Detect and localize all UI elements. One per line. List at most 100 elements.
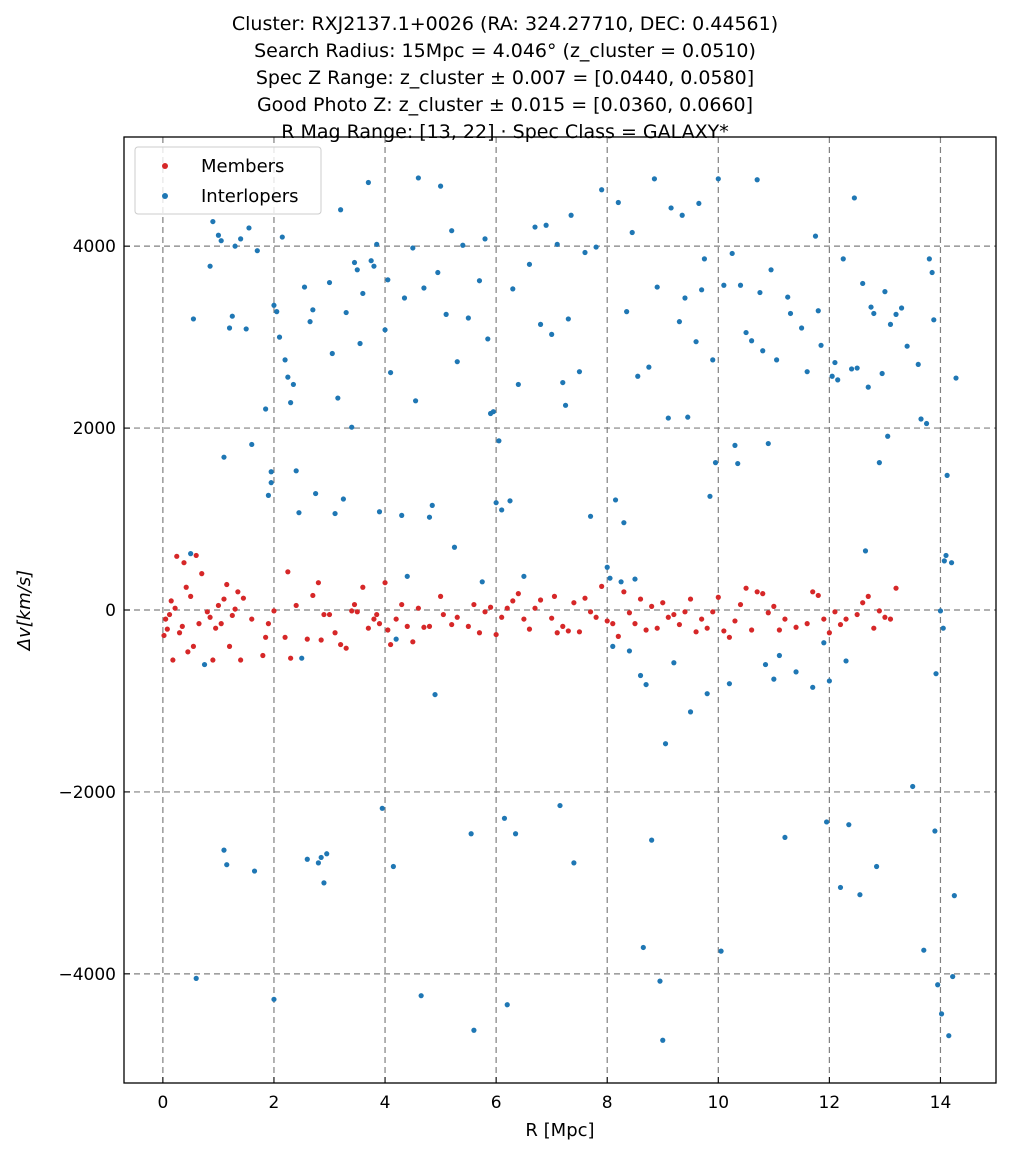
- interlopers-point: [679, 212, 685, 218]
- interlopers-point: [210, 218, 216, 225]
- interlopers-point: [365, 179, 371, 186]
- interlopers-point: [226, 325, 233, 331]
- members-point: [815, 592, 821, 599]
- interlopers-point: [904, 343, 910, 349]
- members-point: [210, 657, 216, 663]
- title-line-1: Cluster: RXJ2137.1+0026 (RA: 324.27710, …: [232, 13, 778, 35]
- members-point: [821, 616, 827, 622]
- interlopers-point: [624, 309, 630, 315]
- members-point: [421, 624, 427, 630]
- interlopers-point: [776, 652, 782, 659]
- x-tick-label: 14: [930, 1093, 952, 1113]
- members-point: [224, 581, 230, 588]
- interlopers-point: [712, 460, 719, 466]
- interlopers-point: [910, 783, 916, 790]
- interlopers-point: [823, 819, 830, 825]
- interlopers-point: [451, 544, 458, 550]
- interlopers-point: [246, 225, 252, 231]
- interlopers-point: [432, 691, 438, 698]
- members-point: [871, 625, 877, 631]
- interlopers-point: [953, 375, 959, 381]
- members-point: [504, 605, 510, 611]
- members-point: [515, 591, 521, 597]
- interlopers-point: [732, 442, 738, 448]
- interlopers-point: [435, 269, 441, 276]
- members-point: [215, 602, 222, 609]
- interlopers-point: [649, 837, 655, 843]
- title-line-3: Spec Z Range: z_cluster ± 0.007 = [0.044…: [256, 67, 754, 89]
- interlopers-point: [313, 490, 319, 497]
- interlopers-point: [646, 364, 652, 370]
- interlopers-point: [687, 709, 694, 715]
- interlopers-point: [471, 1027, 477, 1033]
- interlopers-point: [282, 357, 288, 363]
- members-point: [860, 600, 866, 606]
- members-point: [185, 649, 191, 655]
- interlopers-point: [290, 381, 297, 388]
- interlopers-point: [315, 860, 321, 866]
- interlopers-point: [701, 256, 708, 262]
- interlopers-point: [721, 282, 727, 288]
- interlopers-point: [390, 863, 396, 870]
- members-point: [682, 609, 688, 615]
- interlopers-point: [301, 284, 308, 290]
- title-line-2: Search Radius: 15Mpc = 4.046° (z_cluster…: [254, 40, 756, 62]
- members-point: [304, 636, 310, 642]
- members-point: [726, 634, 733, 640]
- interlopers-point: [726, 681, 733, 687]
- members-point: [654, 625, 660, 631]
- x-tick-label: 2: [269, 1093, 280, 1113]
- interlopers-point: [846, 822, 852, 828]
- members-point: [715, 594, 721, 600]
- interlopers-point: [632, 576, 638, 582]
- members-point: [510, 598, 516, 604]
- interlopers-point: [710, 357, 716, 363]
- interlopers-point: [637, 672, 644, 679]
- members-point: [771, 603, 777, 609]
- members-point: [240, 595, 247, 601]
- grid: [124, 137, 996, 1083]
- x-axis-label: R [Mpc]: [525, 1120, 594, 1141]
- interlopers-point: [676, 319, 683, 325]
- interlopers-point: [357, 340, 363, 347]
- interlopers-point: [285, 374, 291, 380]
- y-tick-label: 0: [105, 601, 116, 621]
- members-point: [593, 614, 599, 620]
- members-point: [440, 611, 446, 618]
- members-point: [810, 589, 816, 595]
- interlopers-point: [568, 212, 574, 218]
- members-point: [170, 657, 176, 663]
- members-point: [665, 614, 671, 620]
- interlopers-point: [512, 831, 519, 837]
- members-point: [454, 614, 460, 620]
- interlopers-point: [837, 884, 844, 891]
- members-point: [587, 609, 594, 615]
- interlopers-point: [543, 222, 549, 228]
- members-point: [471, 601, 477, 608]
- interlopers-point: [265, 492, 272, 498]
- members-point: [310, 592, 316, 599]
- interlopers-point: [635, 373, 641, 379]
- interlopers-point: [868, 304, 874, 310]
- interlopers-point: [857, 892, 863, 898]
- members-point: [199, 571, 205, 577]
- interlopers-point: [876, 460, 882, 466]
- interlopers-point: [410, 245, 416, 251]
- members-point: [599, 583, 605, 589]
- members-point: [166, 611, 173, 618]
- interlopers-point: [657, 978, 663, 984]
- members-point: [271, 608, 277, 614]
- interlopers-point: [757, 289, 763, 296]
- members-point: [204, 609, 210, 615]
- interlopers-point: [593, 244, 599, 250]
- members-point: [213, 625, 219, 631]
- members-point: [637, 596, 644, 602]
- interlopers-point: [340, 496, 346, 502]
- interlopers-point: [268, 469, 274, 475]
- interlopers-point: [865, 384, 871, 390]
- members-point: [493, 631, 499, 638]
- members-point: [226, 643, 233, 649]
- interlopers-point: [887, 321, 894, 327]
